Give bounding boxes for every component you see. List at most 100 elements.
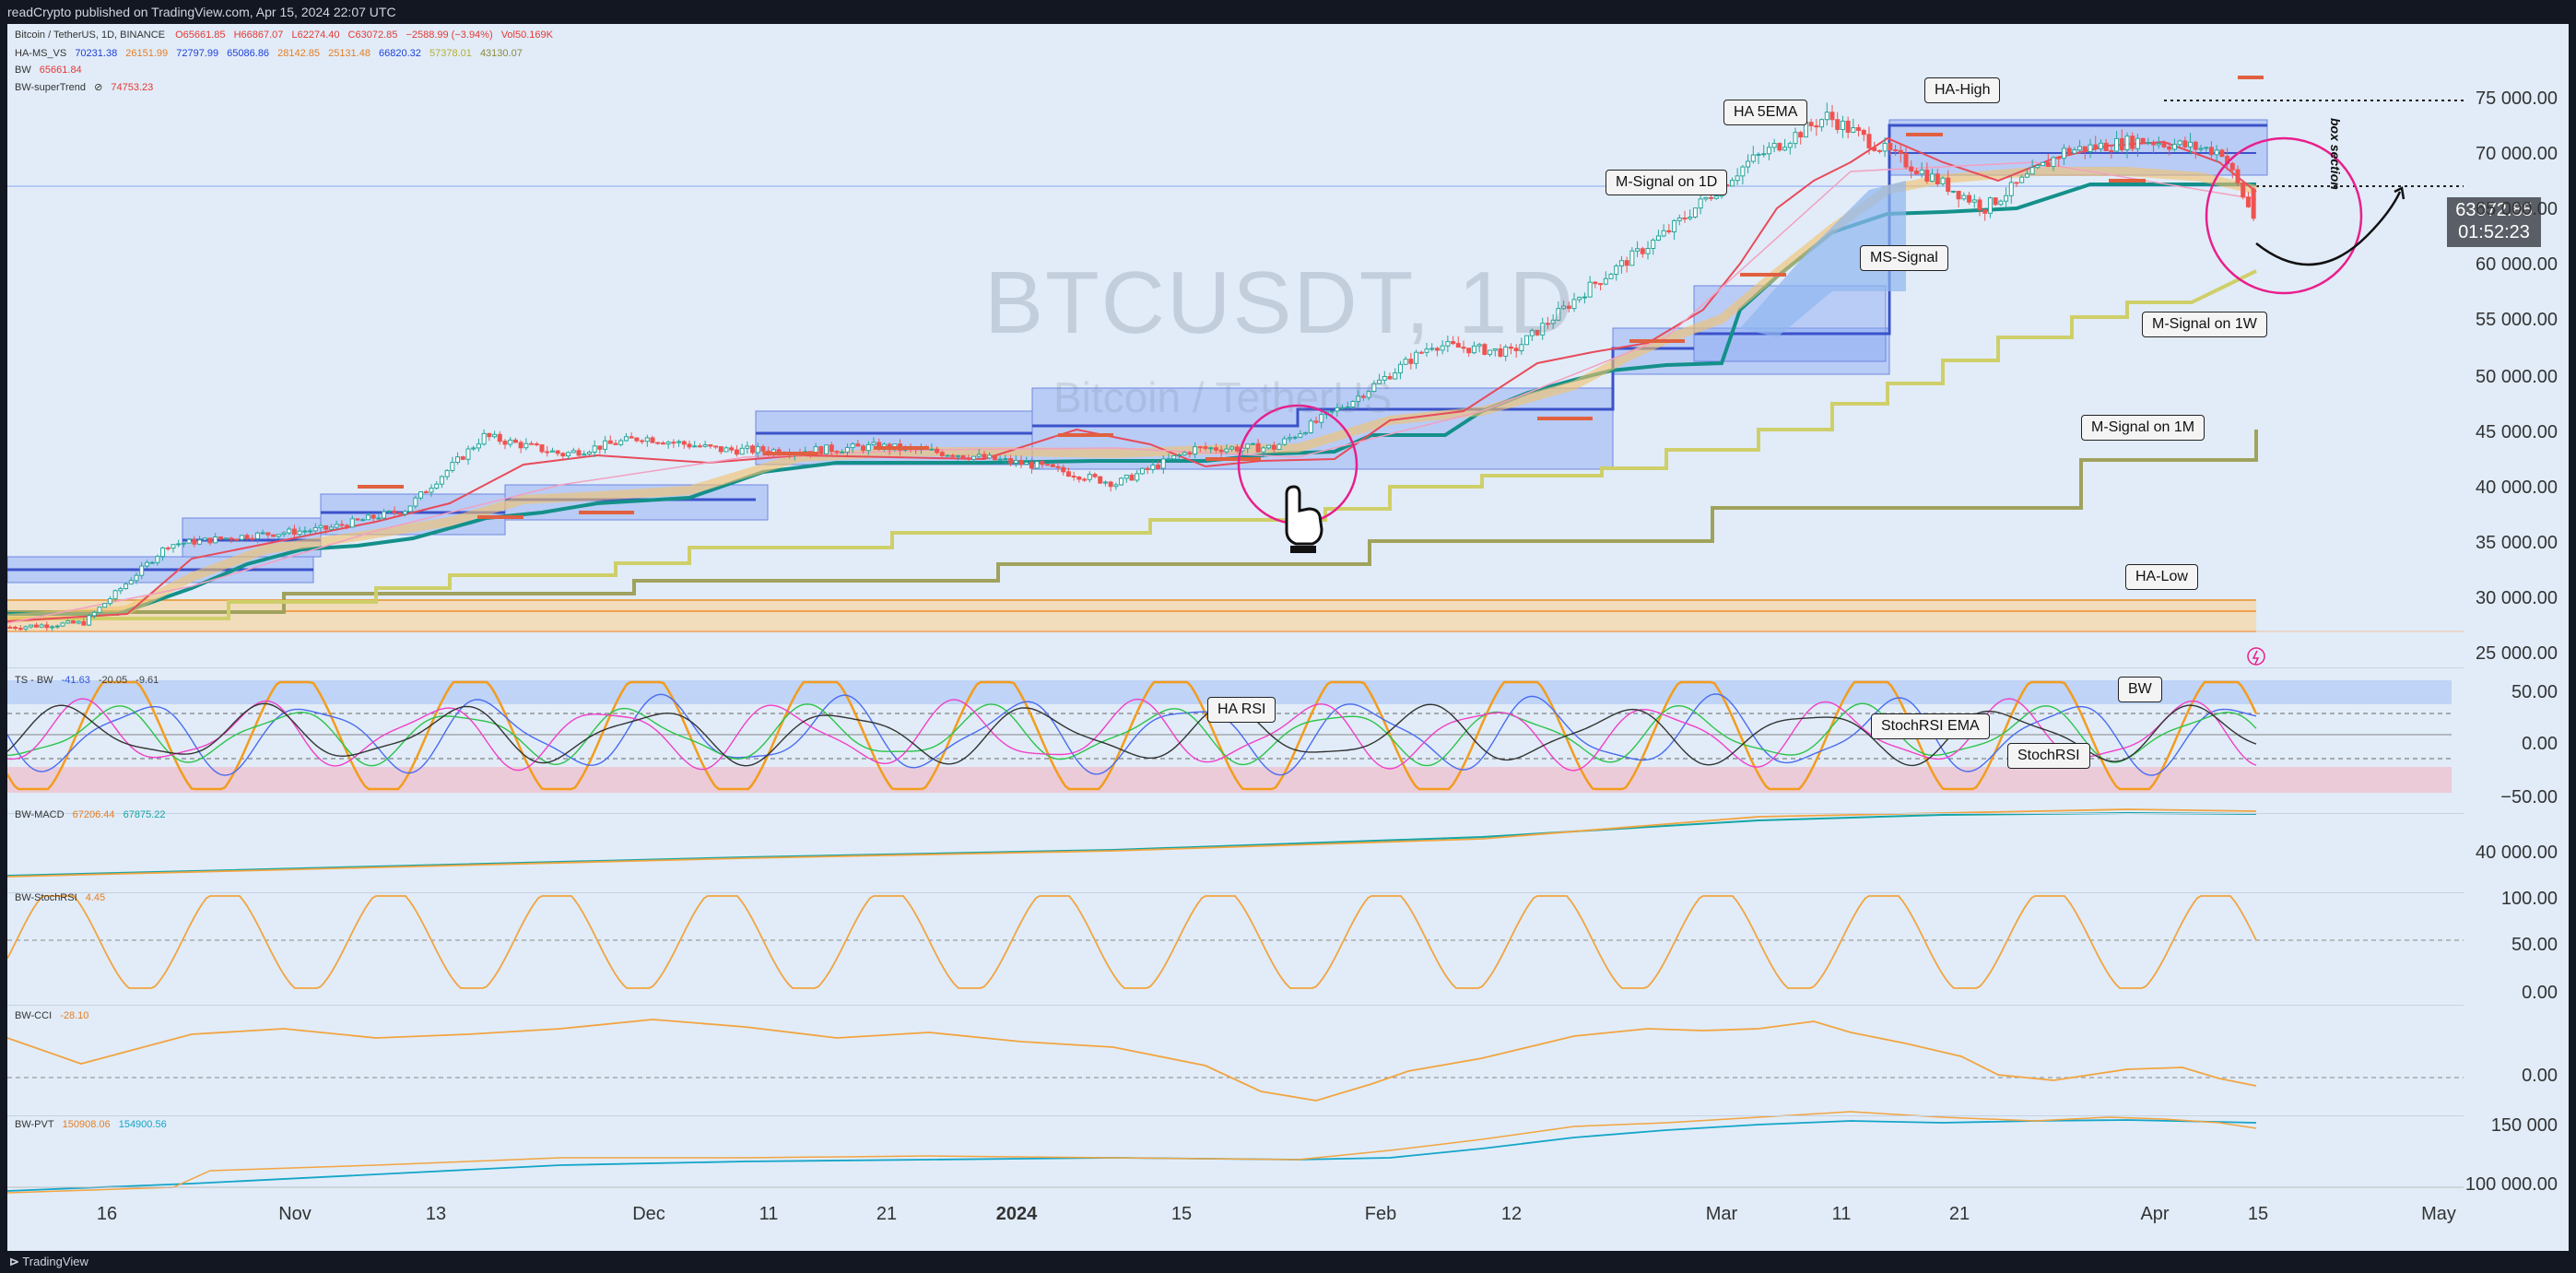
candle (1492, 348, 1498, 351)
candle (723, 447, 729, 453)
legend-supertrend[interactable]: BW-superTrend ⊘ 74753.23 (15, 81, 159, 93)
candle (197, 539, 203, 545)
candle (1440, 345, 1445, 351)
candle (1793, 132, 1798, 145)
candle (1713, 195, 1719, 199)
callout-m-signal-1m: M-Signal on 1M (2081, 415, 2205, 441)
candle (439, 476, 444, 485)
time-axis-tick: 2024 (995, 1204, 1038, 1224)
candle (386, 510, 392, 513)
candle (1950, 190, 1956, 193)
candle (1250, 442, 1255, 445)
watermark-name: Bitcoin / TetherUS (1053, 373, 1393, 421)
legend-volume: Vol50.169K (500, 29, 553, 41)
candle (1640, 248, 1645, 254)
legend-cci[interactable]: BW-CCI -28.10 (15, 1010, 94, 1021)
candle (1282, 438, 1288, 445)
candle (1577, 296, 1582, 301)
candle (1903, 152, 1909, 168)
candle (1993, 197, 1998, 206)
legend-macd[interactable]: BW-MACD 67206.44 67875.22 (15, 809, 171, 820)
legend-macd-label: BW-MACD (15, 809, 65, 820)
legend-pvt[interactable]: BW-PVT 150908.06 154900.56 (15, 1119, 172, 1130)
candle (1835, 119, 1841, 130)
candle (1593, 281, 1598, 285)
candle (1182, 452, 1187, 456)
price-axis-tick: 35 000.00 (2476, 533, 2558, 553)
candle (955, 454, 960, 457)
candle (1635, 248, 1641, 252)
candle (70, 620, 76, 624)
candle (1882, 143, 1888, 152)
candle (971, 455, 977, 460)
candle (2188, 141, 2194, 147)
candle (1213, 447, 1218, 451)
macd-axis-tick: 40 000.00 (2476, 843, 2558, 863)
candle (2151, 142, 2157, 146)
time-axis-tick: 15 (2247, 1204, 2269, 1224)
candle (1092, 474, 1098, 477)
candle (2219, 149, 2225, 158)
candle (2198, 147, 2204, 150)
legend-main[interactable]: Bitcoin / TetherUS, 1D, BINANCE O65661.8… (15, 29, 553, 41)
time-axis-tick: 21 (1948, 1204, 1970, 1224)
panel-separator (7, 813, 2464, 814)
candle (1203, 446, 1208, 449)
candle (1482, 344, 1488, 355)
candle (1735, 175, 1740, 182)
candle (1967, 194, 1972, 203)
price-axis-tick: 75 000.00 (2476, 88, 2558, 109)
candle (861, 445, 866, 452)
candle (1319, 414, 1324, 423)
eye-icon[interactable]: ⊘ (94, 82, 103, 93)
candle (2130, 136, 2135, 149)
price-chart[interactable] (7, 24, 2569, 1251)
candle (302, 530, 308, 533)
legend-macd-v2: 67875.22 (123, 809, 166, 820)
candle (355, 518, 360, 521)
candle (365, 514, 371, 521)
chart-area[interactable]: BTCUSDT, 1D Bitcoin / TetherUS Bitcoin /… (7, 24, 2569, 1251)
candle (297, 530, 302, 536)
candle (1266, 444, 1272, 449)
candle (13, 626, 18, 630)
panel-separator (7, 667, 2464, 668)
candle (1224, 448, 1229, 453)
legend-stoch[interactable]: BW-StochRSI 4.45 (15, 892, 111, 903)
candle (576, 450, 582, 456)
candle (1840, 120, 1845, 130)
tradingview-logo[interactable]: ⊳ (9, 1255, 19, 1268)
candle (1102, 481, 1108, 484)
candle (1535, 329, 1540, 336)
candle (1961, 194, 1967, 200)
legend-cci-v1: -28.10 (60, 1010, 89, 1021)
time-axis-tick: 21 (876, 1204, 898, 1224)
candle (592, 445, 597, 454)
candle (1292, 436, 1298, 439)
candle (1692, 207, 1698, 218)
candle (1672, 219, 1677, 233)
candle (124, 583, 129, 590)
candle (1108, 481, 1113, 488)
price-axis-tick: 65 000.00 (2476, 199, 2558, 219)
candle (1971, 199, 1977, 203)
candle (139, 565, 145, 576)
candle (1624, 260, 1629, 266)
candle (1698, 198, 1703, 209)
legend-ts[interactable]: TS - BW -41.63 -20.05 -9.61 (15, 675, 164, 686)
legend-hams[interactable]: HA-MS_VS 70231.38 26151.99 72797.99 6508… (15, 48, 528, 59)
panel-separator (7, 1115, 2464, 1116)
candle (976, 454, 982, 457)
candle (1229, 446, 1235, 450)
candle (1603, 277, 1608, 285)
price-axis-tick: 45 000.00 (2476, 422, 2558, 442)
candle (829, 444, 834, 453)
candle (2167, 146, 2172, 150)
candle (1829, 112, 1835, 121)
candle (1919, 170, 1924, 175)
legend-pvt-label: BW-PVT (15, 1119, 54, 1130)
legend-bw[interactable]: BW 65661.84 (15, 65, 88, 76)
legend-symbol: Bitcoin / TetherUS, 1D, BINANCE (15, 29, 166, 41)
candle (1876, 149, 1882, 152)
candle (1171, 454, 1177, 460)
